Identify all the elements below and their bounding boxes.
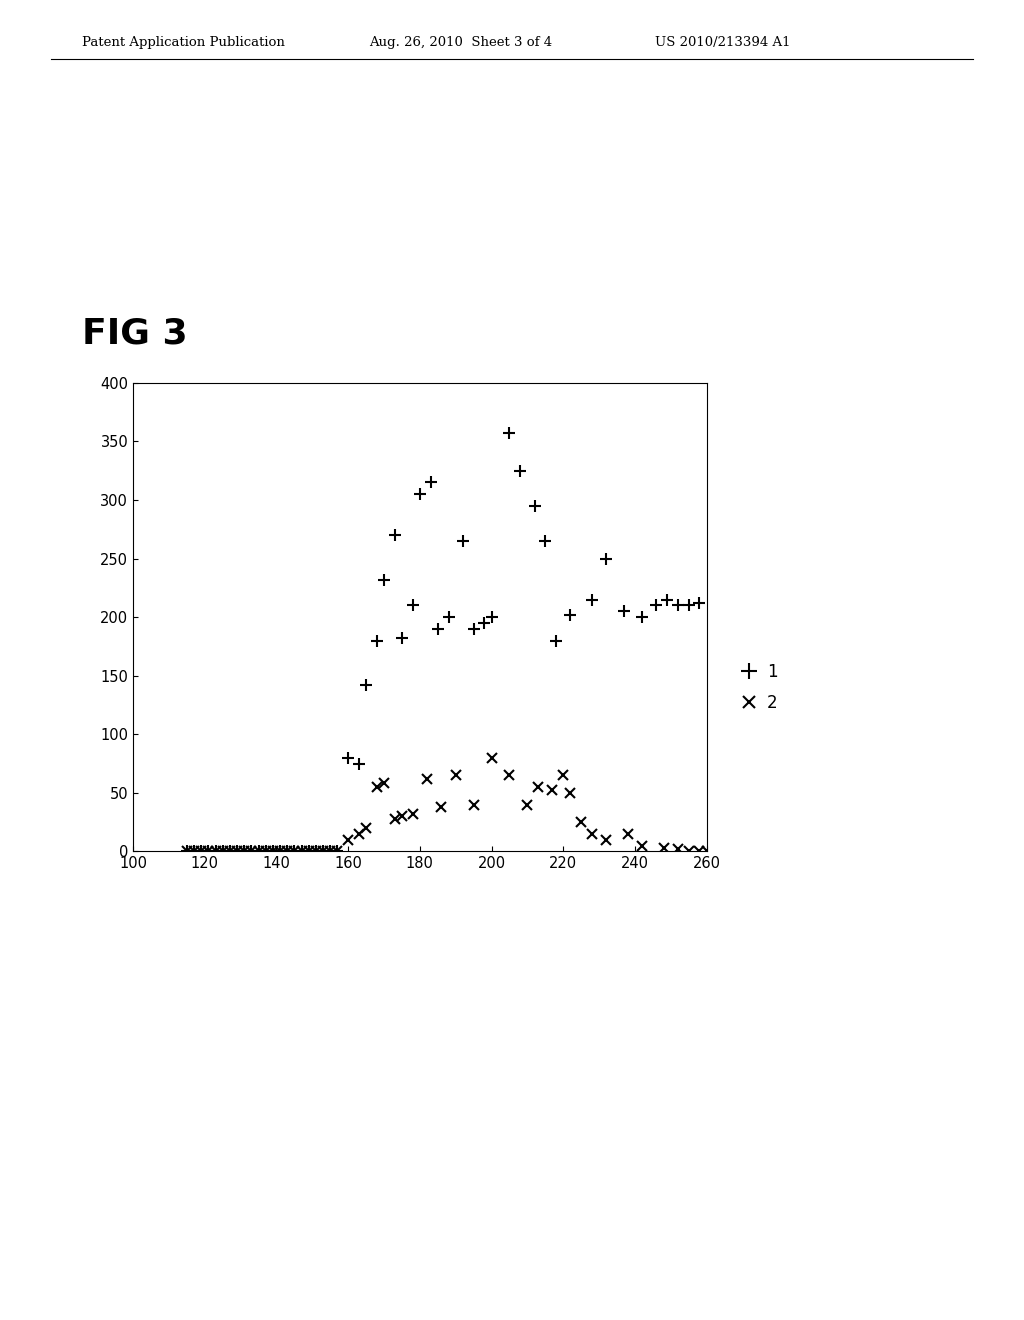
Text: US 2010/213394 A1: US 2010/213394 A1 (655, 36, 791, 49)
Text: FIG 3: FIG 3 (82, 317, 187, 350)
Text: Aug. 26, 2010  Sheet 3 of 4: Aug. 26, 2010 Sheet 3 of 4 (369, 36, 552, 49)
Text: Patent Application Publication: Patent Application Publication (82, 36, 285, 49)
Legend: 1, 2: 1, 2 (732, 656, 784, 718)
